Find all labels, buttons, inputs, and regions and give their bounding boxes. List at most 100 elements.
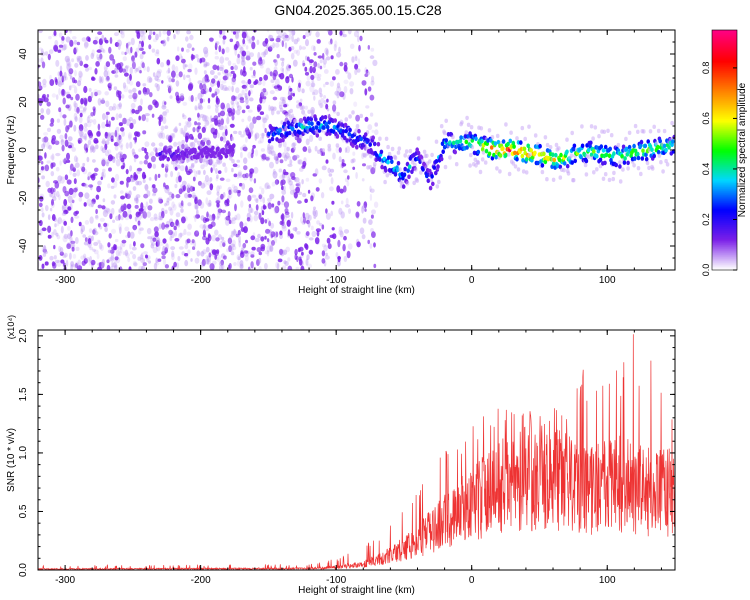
noise-speck [76, 57, 80, 63]
signal-halo [480, 157, 485, 162]
noise-speck [129, 231, 135, 239]
noise-speck [51, 214, 56, 221]
noise-speck [291, 76, 294, 83]
noise-speck [119, 226, 122, 234]
signal-halo [189, 142, 194, 147]
noise-speck [38, 82, 42, 90]
noise-speck [94, 139, 99, 144]
noise-speck [187, 68, 192, 73]
noise-speck [156, 83, 160, 92]
noise-speck [281, 189, 287, 195]
noise-speck [175, 125, 178, 133]
noise-speck [138, 115, 141, 121]
noise-speck [54, 223, 57, 228]
noise-speck [214, 229, 219, 236]
noise-speck [124, 249, 129, 256]
signal-halo [383, 179, 387, 185]
noise-speck [208, 262, 213, 270]
colorbar-segment [712, 214, 737, 217]
noise-speck [195, 54, 199, 59]
noise-speck [158, 223, 162, 230]
noise-speck [81, 260, 86, 266]
noise-speck [200, 88, 206, 95]
noise-speck [154, 83, 158, 88]
noise-speck [101, 76, 104, 84]
noise-speck [205, 225, 210, 231]
noise-speck [355, 211, 360, 218]
noise-speck [336, 91, 340, 99]
signal-point [379, 149, 384, 155]
noise-speck [50, 117, 55, 124]
noise-speck [318, 222, 323, 227]
signal-point [267, 131, 271, 137]
noise-speck [323, 244, 328, 252]
signal-halo [523, 136, 527, 142]
signal-halo [185, 145, 189, 150]
signal-point [640, 156, 645, 161]
noise-speck [233, 173, 238, 178]
noise-speck [231, 114, 235, 121]
noise-speck [130, 174, 133, 179]
noise-speck [209, 37, 214, 42]
colorbar-segment [712, 140, 737, 143]
noise-speck [219, 116, 224, 121]
signal-point [592, 149, 596, 154]
noise-speck [71, 199, 75, 204]
noise-speck [355, 172, 358, 179]
noise-speck [156, 78, 161, 82]
noise-speck [332, 152, 336, 160]
noise-speck [216, 80, 221, 88]
noise-speck [318, 99, 321, 106]
noise-speck [75, 157, 79, 163]
noise-speck [73, 264, 77, 269]
noise-speck [64, 55, 70, 63]
noise-speck [203, 89, 208, 95]
noise-speck [249, 97, 254, 102]
noise-speck [193, 203, 198, 210]
snr-plot [38, 334, 675, 570]
noise-speck [245, 125, 249, 130]
noise-speck [217, 72, 221, 76]
noise-speck [91, 146, 96, 153]
noise-speck [140, 252, 144, 260]
noise-speck [87, 237, 92, 245]
noise-speck [70, 84, 76, 88]
noise-speck [323, 69, 329, 74]
signal-halo [586, 154, 591, 159]
noise-speck [196, 170, 201, 175]
noise-speck [325, 49, 329, 57]
noise-speck [231, 108, 236, 116]
colorbar-segment [712, 82, 737, 85]
signal-halo [384, 136, 389, 141]
noise-speck [302, 146, 308, 152]
noise-speck [194, 121, 198, 126]
colorbar-segment [712, 268, 737, 271]
signal-point [439, 156, 444, 162]
noise-speck [193, 215, 198, 219]
noise-speck [235, 87, 240, 94]
noise-speck [325, 212, 331, 220]
noise-speck [349, 88, 354, 95]
noise-speck [131, 61, 136, 70]
noise-speck [42, 245, 47, 253]
noise-speck [65, 36, 71, 43]
signal-halo [205, 160, 210, 165]
x-tick-label: 0 [469, 575, 475, 586]
signal-halo [378, 136, 382, 141]
noise-speck [90, 112, 95, 117]
noise-speck [128, 47, 132, 55]
noise-speck [137, 66, 142, 73]
noise-speck [58, 194, 61, 201]
noise-speck [210, 167, 213, 174]
noise-speck [127, 41, 131, 46]
colorbar-segment [712, 112, 737, 115]
noise-speck [43, 132, 49, 136]
noise-speck [115, 113, 119, 121]
colorbar-segment [712, 234, 737, 237]
noise-speck [222, 84, 228, 92]
noise-speck [66, 93, 72, 99]
colorbar-segment [712, 80, 737, 83]
signal-halo [293, 118, 298, 124]
noise-speck [184, 259, 189, 267]
noise-speck [281, 213, 285, 221]
